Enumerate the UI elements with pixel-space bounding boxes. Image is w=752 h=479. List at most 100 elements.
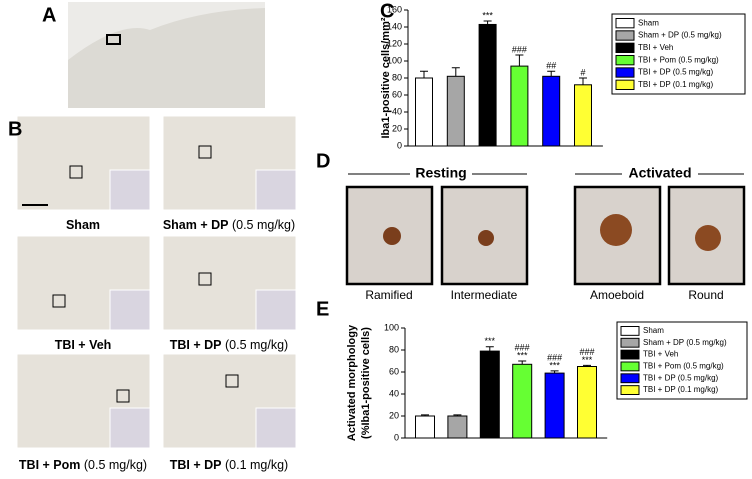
micrograph [345,185,434,286]
legend-swatch [615,55,635,66]
legend-label: Sham + DP (0.5 mg/kg) [638,31,722,40]
y-tick-label: 100 [384,322,399,332]
label-text: TBI + Veh [55,338,112,352]
label-text: Sham [66,218,100,232]
y-tick-label: 160 [387,4,402,14]
legend-swatch [620,326,640,336]
image-label: TBI + Veh [55,338,112,352]
legend-swatch [615,30,635,41]
legend-label: Sham [638,18,659,27]
legend-label: TBI + Pom (0.5 mg/kg) [643,362,724,371]
cell-label: Intermediate [451,288,518,302]
y-tick-label: 140 [387,21,402,31]
dose-text: (0.5 mg/kg) [225,338,288,352]
y-tick-label: 40 [389,388,399,398]
bar [510,65,529,147]
image-label: Sham [66,218,100,232]
y-axis-label: Activated morphology [346,324,358,441]
significance: ### [579,347,594,357]
significance: ## [546,61,556,71]
y-tick-label: 0 [394,432,399,442]
y-tick-label: 20 [392,123,402,133]
significance: *** [517,350,528,360]
panel-label: D [316,150,330,172]
legend-label: TBI + DP (0.5 mg/kg) [643,373,719,382]
micrographs-d [345,173,746,286]
y-tick-label: 20 [389,410,399,420]
y-tick-label: 60 [389,366,399,376]
roi-box [198,145,212,159]
bar [415,77,433,147]
legend-label: Sham [643,326,664,335]
image-label: TBI + DP (0.5 mg/kg) [170,338,288,352]
error-bar [547,70,556,77]
cell-label: Ramified [365,288,412,302]
label-text: TBI + Pom [19,458,80,472]
cell [695,225,721,251]
panel-label: A [42,4,56,26]
y-axis-label: Iba1-positive cells/mm² [380,17,392,138]
label-text: Sham + DP [163,218,229,232]
panel-label: C [380,0,394,22]
legend-swatch [615,42,635,54]
image-label: TBI + Pom (0.5 mg/kg) [19,458,147,472]
inset [255,407,297,449]
group-label: Resting [415,165,466,181]
error-bar [421,414,429,416]
panel-label: B [8,118,22,140]
panel-label: E [316,298,329,320]
y-tick-label: 100 [387,55,402,65]
legend-label: TBI + Veh [638,43,673,52]
label-text: TBI + DP [170,458,222,472]
roi-box [116,389,130,403]
error-bar [518,360,527,365]
y-tick-label: 80 [392,72,402,82]
y-tick-label: 40 [392,106,402,116]
dose-text: (0.5 mg/kg) [84,458,147,472]
legend-label: TBI + DP (0.5 mg/kg) [638,68,714,77]
roi-box [106,34,121,45]
legend-label: TBI + DP (0.1 mg/kg) [643,385,719,394]
error-bar [451,67,460,77]
error-bar [420,70,428,78]
label-text: TBI + DP [170,338,222,352]
cell-label: Round [688,288,723,302]
legend-label: Sham + DP (0.5 mg/kg) [643,338,727,347]
roi-box [225,374,239,388]
bar [544,372,565,439]
legend-swatch [615,79,635,90]
dose-text: (0.5 mg/kg) [232,218,295,232]
inset [109,169,151,211]
y-axis-label: (%Iba1-positive cells) [360,327,372,439]
inset [255,289,297,331]
legend-swatch [620,385,640,395]
tissue [68,8,265,108]
bar [542,75,561,147]
roi-box [198,272,212,286]
y-tick-label: 80 [389,344,399,354]
inset [109,289,151,331]
inset [255,169,297,211]
legend-swatch [620,373,640,384]
error-bar [583,364,591,367]
legend-swatch [620,361,640,372]
bar [478,23,497,147]
inset [109,407,151,449]
roi-box [69,165,83,179]
bar [415,415,435,439]
significance: ### [515,342,530,352]
bar [447,415,468,439]
significance: ### [512,44,527,54]
cell [478,230,494,246]
bar [574,84,592,147]
legend-swatch [620,337,640,348]
bar [512,363,533,439]
significance: ### [547,352,562,362]
error-bar [485,346,494,352]
y-tick-label: 120 [387,38,402,48]
significance: *** [549,360,560,370]
error-bar [515,54,524,67]
legend-label: TBI + Pom (0.5 mg/kg) [638,55,719,64]
legend-swatch [615,67,635,78]
